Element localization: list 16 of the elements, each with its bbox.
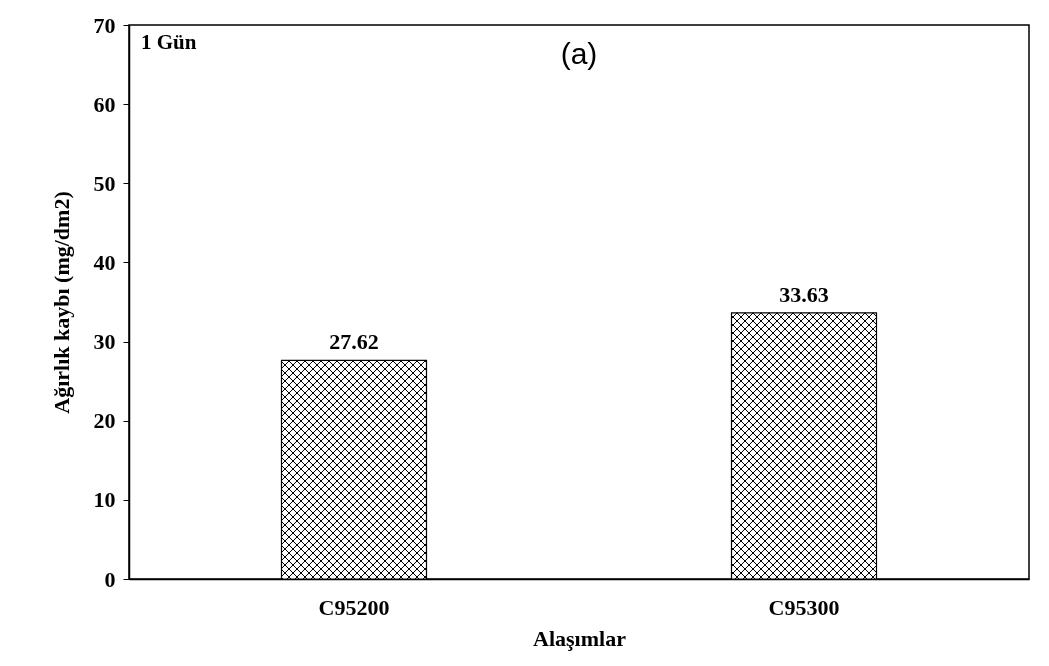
y-tick-label: 0	[104, 566, 116, 592]
y-tick-label: 40	[93, 249, 116, 275]
y-tick-label: 20	[93, 408, 116, 434]
y-axis-title: Ağırlık kaybı (mg/dm2)	[48, 191, 74, 414]
data-label: 27.62	[329, 329, 379, 355]
annotation: 1 Gün	[141, 30, 197, 54]
y-tick-label: 50	[93, 170, 116, 196]
x-tick-label: C95300	[768, 594, 840, 620]
y-tick-label: 30	[93, 329, 116, 355]
x-tick-label: C95200	[318, 594, 390, 620]
y-tick-label: 10	[93, 487, 116, 513]
annotation: (a)	[560, 37, 598, 70]
y-tick-label: 70	[93, 12, 116, 38]
y-tick-label: 60	[93, 91, 116, 117]
x-axis-title: Alaşımlar	[533, 625, 627, 651]
data-label: 33.63	[779, 281, 829, 307]
